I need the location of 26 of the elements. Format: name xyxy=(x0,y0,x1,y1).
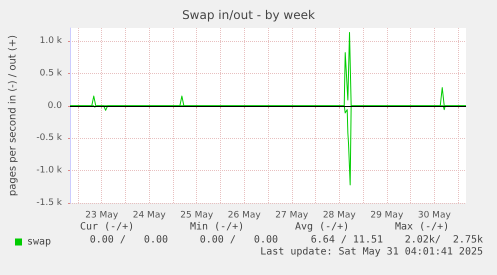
x-tick-label: 29 May xyxy=(370,210,404,220)
x-tick-label: 27 May xyxy=(275,210,309,220)
text: Min (-/+) xyxy=(190,222,244,232)
text: Avg (-/+) xyxy=(295,222,350,232)
x-tick-label: 26 May xyxy=(228,210,262,220)
x-tick-label: 28 May xyxy=(322,210,356,220)
y-tick-label: -1.0 k xyxy=(36,166,63,176)
text: Last update: Sat May 31 04:01:41 2025 xyxy=(260,246,484,258)
x-tick-label: 24 May xyxy=(132,210,166,220)
y-tick-label: 0.0 xyxy=(48,100,62,111)
y-tick-label: -0.5 k xyxy=(36,133,63,144)
legend-label: swap xyxy=(27,236,52,248)
x-tick-label: 30 May xyxy=(418,210,452,220)
y-tick-label: 0.5 k xyxy=(40,68,63,78)
text: 2.02k/ 2.75k xyxy=(404,234,484,246)
text: Cur (-/+) xyxy=(80,222,134,232)
text: 0.00 / 0.00 xyxy=(200,234,278,246)
chart-title: Swap in/out - by week xyxy=(182,8,315,22)
y-tick-label: 1.0 k xyxy=(40,36,63,46)
text: 6.64 / 11.51 xyxy=(310,234,384,246)
y-tick-label: -1.5 k xyxy=(36,198,63,208)
text: Max (-/+) xyxy=(395,222,450,232)
y-axis-title: pages per second in (-) / out (+) xyxy=(8,34,18,196)
x-tick-label: 25 May xyxy=(180,210,214,220)
text: 0.00 / 0.00 xyxy=(90,234,168,246)
x-tick-label: 23 May xyxy=(85,210,119,220)
